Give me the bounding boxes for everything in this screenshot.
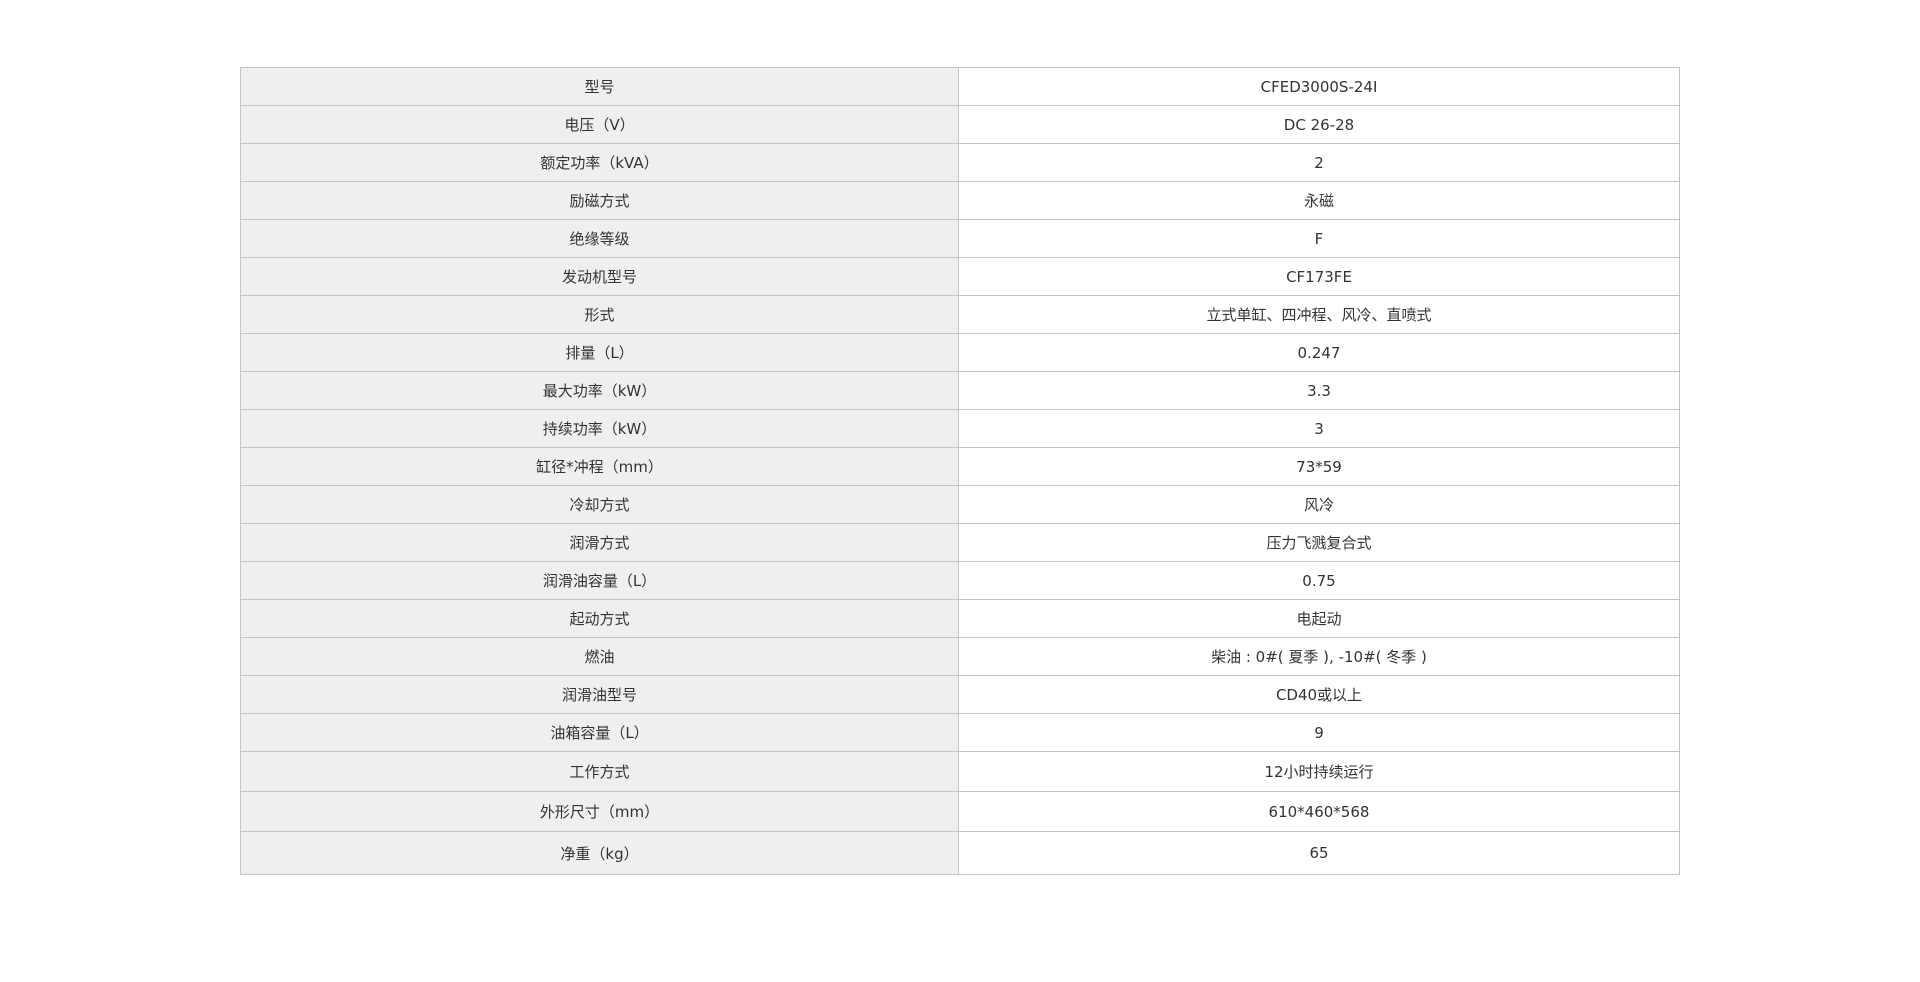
spec-label: 励磁方式 (240, 181, 959, 220)
table-row: 润滑方式 压力飞溅复合式 (240, 523, 1680, 562)
spec-value: 风冷 (958, 485, 1680, 524)
table-row: 冷却方式 风冷 (240, 485, 1680, 524)
spec-value: 3 (958, 409, 1680, 448)
spec-label: 形式 (240, 295, 959, 334)
spec-value: 610*460*568 (958, 791, 1680, 832)
table-row: 额定功率（kVA） 2 (240, 143, 1680, 182)
spec-value: 65 (958, 831, 1680, 875)
table-row: 电压（V） DC 26-28 (240, 105, 1680, 144)
spec-value: 73*59 (958, 447, 1680, 486)
spec-label: 型号 (240, 67, 959, 106)
spec-value: F (958, 219, 1680, 258)
table-row: 发动机型号 CF173FE (240, 257, 1680, 296)
spec-label: 油箱容量（L） (240, 713, 959, 752)
table-row: 形式 立式单缸、四冲程、风冷、直喷式 (240, 295, 1680, 334)
table-row: 型号 CFED3000S-24I (240, 67, 1680, 106)
spec-value: 柴油 : 0#( 夏季 ), -10#( 冬季 ) (958, 637, 1680, 676)
spec-label: 额定功率（kVA） (240, 143, 959, 182)
spec-label: 净重（kg） (240, 831, 959, 875)
spec-label: 润滑方式 (240, 523, 959, 562)
table-row: 绝缘等级 F (240, 219, 1680, 258)
table-row: 外形尺寸（mm） 610*460*568 (240, 791, 1680, 832)
spec-value: 立式单缸、四冲程、风冷、直喷式 (958, 295, 1680, 334)
spec-label: 最大功率（kW） (240, 371, 959, 410)
spec-value: CD40或以上 (958, 675, 1680, 714)
spec-label: 外形尺寸（mm） (240, 791, 959, 832)
spec-label: 润滑油容量（L） (240, 561, 959, 600)
spec-value: 2 (958, 143, 1680, 182)
spec-value: 压力飞溅复合式 (958, 523, 1680, 562)
spec-value: 12小时持续运行 (958, 751, 1680, 792)
spec-value: 0.247 (958, 333, 1680, 372)
spec-table: 型号 CFED3000S-24I 电压（V） DC 26-28 额定功率（kVA） 2 励磁… (240, 67, 1680, 875)
spec-label: 工作方式 (240, 751, 959, 792)
table-row: 缸径*冲程（mm） 73*59 (240, 447, 1680, 486)
table-row: 最大功率（kW） 3.3 (240, 371, 1680, 410)
spec-value: 3.3 (958, 371, 1680, 410)
spec-label: 发动机型号 (240, 257, 959, 296)
spec-label: 缸径*冲程（mm） (240, 447, 959, 486)
table-row: 持续功率（kW） 3 (240, 409, 1680, 448)
spec-label: 排量（L） (240, 333, 959, 372)
spec-label: 绝缘等级 (240, 219, 959, 258)
table-row: 润滑油型号 CD40或以上 (240, 675, 1680, 714)
spec-label: 润滑油型号 (240, 675, 959, 714)
table-row: 燃油 柴油 : 0#( 夏季 ), -10#( 冬季 ) (240, 637, 1680, 676)
table-row: 排量（L） 0.247 (240, 333, 1680, 372)
spec-value: 0.75 (958, 561, 1680, 600)
spec-label: 燃油 (240, 637, 959, 676)
table-row: 油箱容量（L） 9 (240, 713, 1680, 752)
table-row: 润滑油容量（L） 0.75 (240, 561, 1680, 600)
spec-value: 永磁 (958, 181, 1680, 220)
spec-value: 9 (958, 713, 1680, 752)
spec-value: DC 26-28 (958, 105, 1680, 144)
spec-label: 冷却方式 (240, 485, 959, 524)
spec-value: CFED3000S-24I (958, 67, 1680, 106)
spec-value: 电起动 (958, 599, 1680, 638)
table-row: 工作方式 12小时持续运行 (240, 751, 1680, 792)
spec-label: 持续功率（kW） (240, 409, 959, 448)
spec-label: 电压（V） (240, 105, 959, 144)
spec-value: CF173FE (958, 257, 1680, 296)
spec-table-body: 型号 CFED3000S-24I 电压（V） DC 26-28 额定功率（kVA） 2 励磁… (240, 67, 1680, 875)
table-row: 净重（kg） 65 (240, 831, 1680, 875)
spec-label: 起动方式 (240, 599, 959, 638)
table-row: 起动方式 电起动 (240, 599, 1680, 638)
table-row: 励磁方式 永磁 (240, 181, 1680, 220)
